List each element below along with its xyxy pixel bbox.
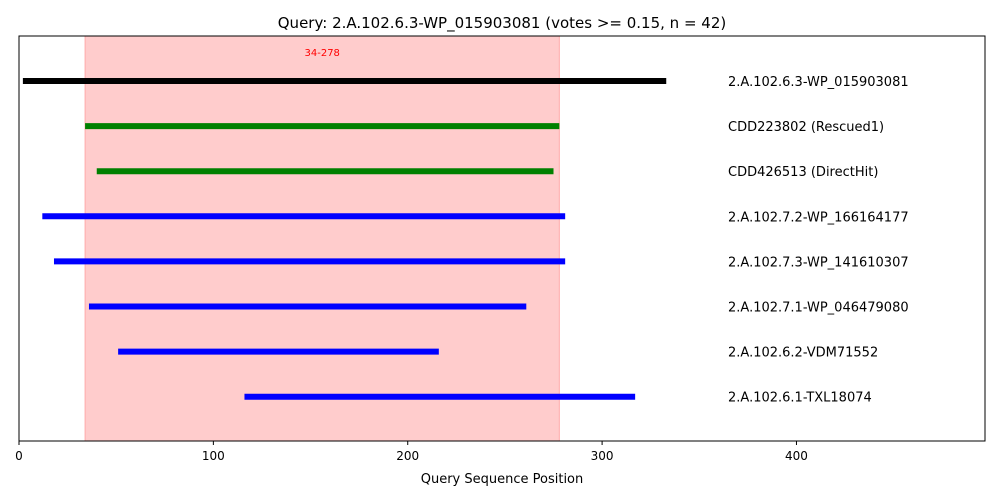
chart-title: Query: 2.A.102.6.3-WP_015903081 (votes >…	[278, 14, 726, 33]
hit-label: CDD426513 (DirectHit)	[728, 165, 878, 180]
highlight-region-label: 34-278	[305, 48, 340, 59]
x-tick-label: 100	[202, 449, 225, 463]
hit-label: 2.A.102.7.3-WP_141610307	[728, 255, 909, 270]
hit-label: 2.A.102.6.1-TXL18074	[728, 391, 872, 406]
x-tick-label: 200	[396, 449, 419, 463]
x-tick-label: 300	[591, 449, 614, 463]
hit-label: CDD223802 (Rescued1)	[728, 120, 884, 135]
plot-frame	[18, 35, 986, 442]
hit-label: 2.A.102.6.3-WP_015903081	[728, 75, 909, 90]
x-tick-label: 0	[15, 449, 23, 463]
x-axis-label: Query Sequence Position	[421, 472, 584, 487]
hit-label: 2.A.102.7.1-WP_046479080	[728, 301, 909, 316]
x-tick-label: 400	[785, 449, 808, 463]
highlight-region	[84, 35, 560, 442]
hit-label: 2.A.102.7.2-WP_166164177	[728, 210, 909, 225]
hit-label: 2.A.102.6.2-VDM71552	[728, 346, 878, 361]
